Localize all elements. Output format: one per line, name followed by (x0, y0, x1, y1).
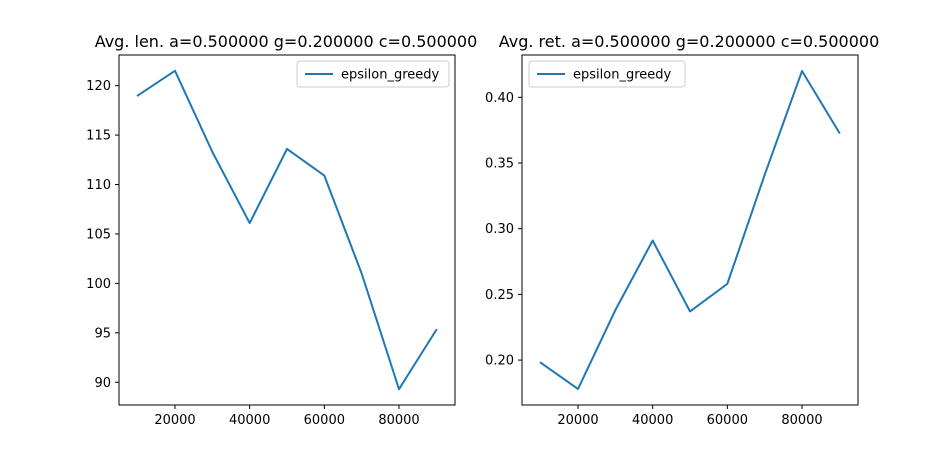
x-tick-label: 60000 (304, 413, 345, 428)
y-tick-label: 0.40 (485, 91, 514, 106)
x-tick-label: 40000 (632, 413, 673, 428)
legend-box (296, 60, 450, 88)
legend: epsilon_greedy (296, 60, 450, 88)
plot-area: 20000 40000 60000 80000 90 95 100 105 110 115 120 e… (86, 54, 456, 428)
y-tick-label: 0.30 (485, 222, 514, 237)
x-tick-label: 20000 (557, 413, 598, 428)
chart-title: Avg. ret. a=0.500000 g=0.200000 c=0.5000… (499, 32, 880, 51)
legend-label: epsilon_greedy (341, 68, 439, 83)
chart-avg-length: Avg. len. a=0.500000 g=0.200000 c=0.5000… (86, 32, 477, 428)
chart-avg-return: Avg. ret. a=0.500000 g=0.200000 c=0.5000… (485, 32, 879, 428)
y-tick-label: 120 (86, 79, 111, 94)
x-tick-label: 40000 (229, 413, 270, 428)
y-tick-label: 100 (86, 277, 111, 292)
axes-frame (521, 54, 859, 406)
y-tick-label: 90 (94, 376, 111, 391)
y-tick-label: 95 (94, 326, 111, 341)
x-tick-label: 20000 (154, 413, 195, 428)
y-tick-label: 110 (86, 178, 111, 193)
x-tick-label: 60000 (707, 413, 748, 428)
y-tick-label: 0.25 (485, 288, 514, 303)
x-tick-label: 80000 (378, 413, 419, 428)
x-tick-label: 80000 (781, 413, 822, 428)
plot-area: 20000 40000 60000 80000 0.20 0.25 0.30 0.35 0.40… (485, 54, 859, 428)
legend: epsilon_greedy (528, 60, 686, 88)
legend-label: epsilon_greedy (573, 68, 671, 83)
chart-title: Avg. len. a=0.500000 g=0.200000 c=0.5000… (95, 32, 478, 51)
y-tick-label: 0.20 (485, 354, 514, 369)
y-tick-label: 0.35 (485, 156, 514, 171)
y-tick-label: 105 (86, 227, 111, 242)
legend-box (528, 60, 686, 88)
y-tick-label: 115 (86, 129, 111, 144)
axes-frame (118, 54, 456, 406)
